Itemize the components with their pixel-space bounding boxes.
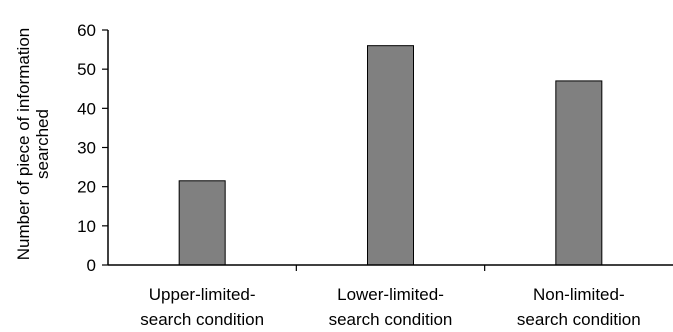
- y-axis-title-line-1: Number of piece of information: [14, 28, 33, 260]
- x-category-label: Upper-limited-: [149, 285, 256, 304]
- bar: [178, 180, 226, 266]
- y-axis-title: Number of piece of information searched: [14, 28, 52, 260]
- bars-layer: [178, 45, 603, 266]
- y-tick-label: 20: [77, 178, 96, 197]
- x-category-label: Non-limited-: [533, 285, 625, 304]
- x-category-label: Lower-limited-: [337, 285, 444, 304]
- x-labels-layer: Upper-limited-search condition Lower-limi…: [140, 285, 640, 329]
- y-tick-label: 50: [77, 60, 96, 79]
- bar: [555, 80, 603, 266]
- y-tick-label: 40: [77, 99, 96, 118]
- y-tick-label: 10: [77, 217, 96, 236]
- y-tick-label: 60: [77, 21, 96, 40]
- y-ticks-layer: 0 10 20 30 40 50 60: [77, 21, 108, 275]
- bar: [367, 45, 414, 266]
- y-tick-label: 30: [77, 139, 96, 158]
- y-tick-label: 0: [87, 256, 96, 275]
- y-axis-title-line-2: searched: [33, 109, 52, 179]
- x-category-label: search condition: [517, 310, 641, 329]
- x-category-label: search condition: [140, 310, 264, 329]
- x-category-label: search condition: [329, 310, 453, 329]
